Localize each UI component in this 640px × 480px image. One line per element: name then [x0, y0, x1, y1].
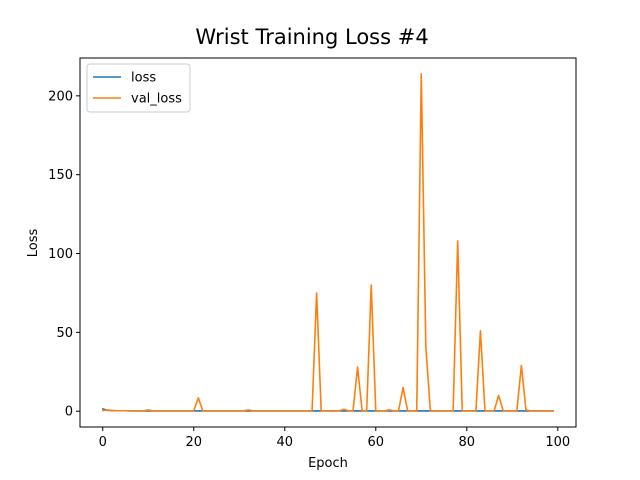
plot-frame — [79, 57, 577, 428]
legend: loss val_loss — [86, 63, 191, 113]
x-tick-label: 0 — [99, 435, 107, 450]
y-tick-label: 100 — [48, 247, 73, 262]
y-tick-label: 200 — [48, 89, 73, 104]
y-axis: 0 50 100 150 200 — [48, 89, 80, 420]
y-tick-label: 50 — [56, 326, 73, 341]
legend-label-loss: loss — [131, 71, 156, 86]
x-tick-label: 40 — [276, 435, 293, 450]
plot-area — [80, 58, 576, 427]
x-tick-label: 20 — [185, 435, 202, 450]
chart-title: Wrist Training Loss #4 — [195, 25, 428, 49]
legend-label-val-loss: val_loss — [131, 92, 182, 107]
y-tick-label: 150 — [48, 168, 73, 183]
x-tick-label: 100 — [545, 435, 570, 450]
series-layer — [101, 72, 555, 412]
legend-box — [86, 63, 191, 113]
x-axis-label: Epoch — [308, 456, 348, 471]
y-axis-label: Loss — [26, 229, 41, 258]
x-axis: 0 20 40 60 80 100 — [99, 427, 570, 450]
y-tick-label: 0 — [65, 405, 73, 420]
x-tick-label: 60 — [368, 435, 385, 450]
x-tick-label: 80 — [459, 435, 476, 450]
series-line-val-loss — [101, 72, 555, 412]
